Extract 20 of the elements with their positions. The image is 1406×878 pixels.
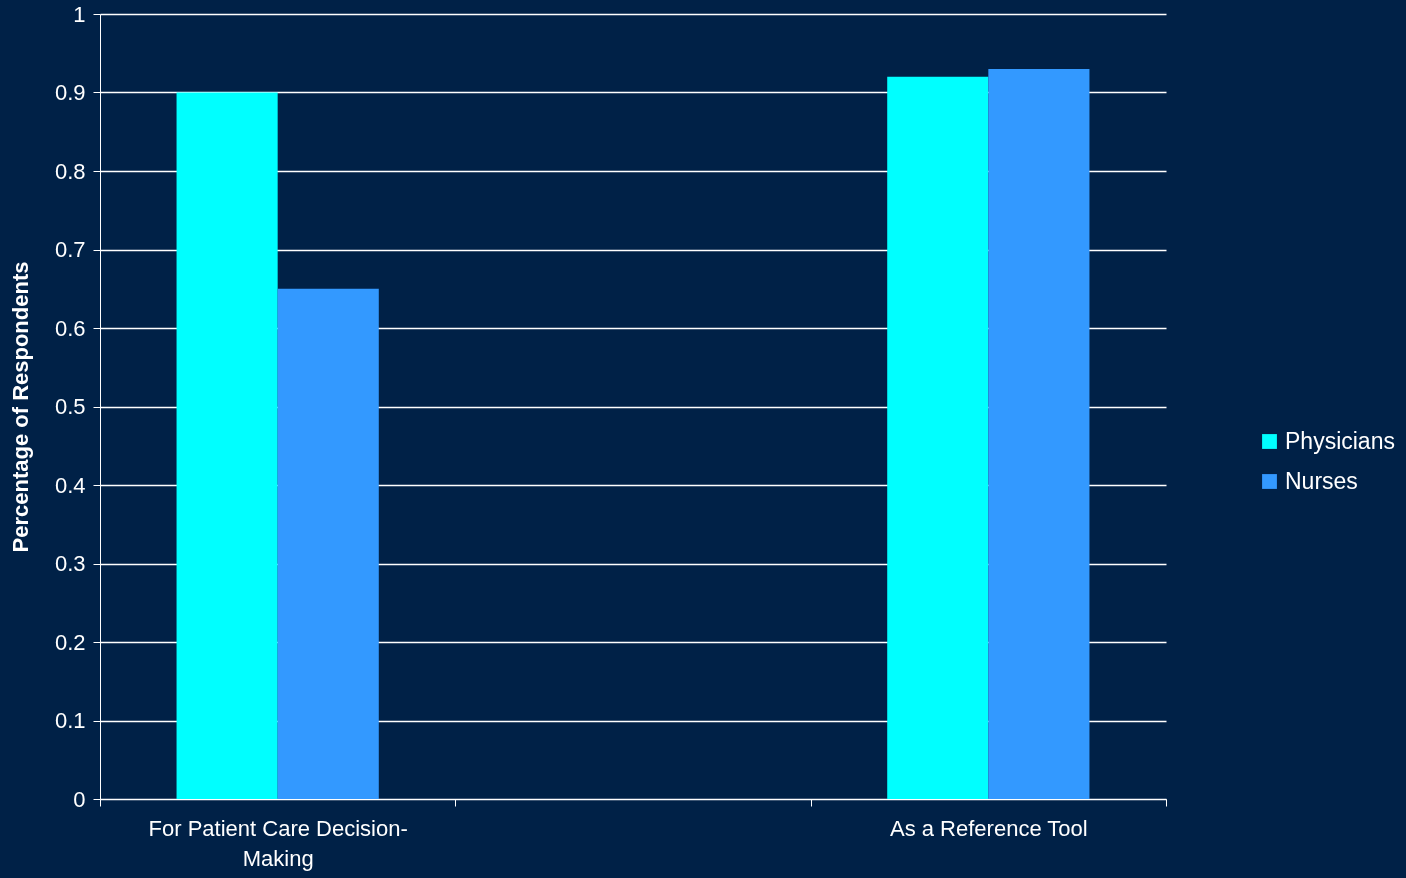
- y-tick-label: 0.8: [54, 158, 86, 184]
- x-tick-label: For Patient Care Decision-Making: [148, 815, 408, 871]
- bar: [887, 76, 989, 799]
- y-tick-label: 1: [73, 1, 86, 27]
- bar: [988, 68, 1090, 799]
- y-tick-label: 0.6: [54, 315, 86, 341]
- bar: [277, 288, 379, 799]
- y-tick-label: 0.2: [54, 629, 86, 655]
- y-tick-label: 0.3: [54, 551, 86, 576]
- y-tick-label: 0.4: [54, 472, 86, 498]
- bar: [176, 92, 278, 799]
- legend-label: Physicians: [1285, 427, 1395, 454]
- legend-label: Nurses: [1285, 467, 1358, 494]
- y-axis-title: Percentage of Respondents: [7, 261, 33, 553]
- y-tick-label: 0: [73, 786, 86, 812]
- x-tick-label: As a Reference Tool: [889, 815, 1088, 841]
- y-tick-label: 0.7: [54, 237, 86, 262]
- y-tick-label: 0.9: [54, 80, 86, 105]
- y-tick-label: 0.1: [54, 708, 86, 733]
- y-tick-label: 0.5: [54, 394, 86, 419]
